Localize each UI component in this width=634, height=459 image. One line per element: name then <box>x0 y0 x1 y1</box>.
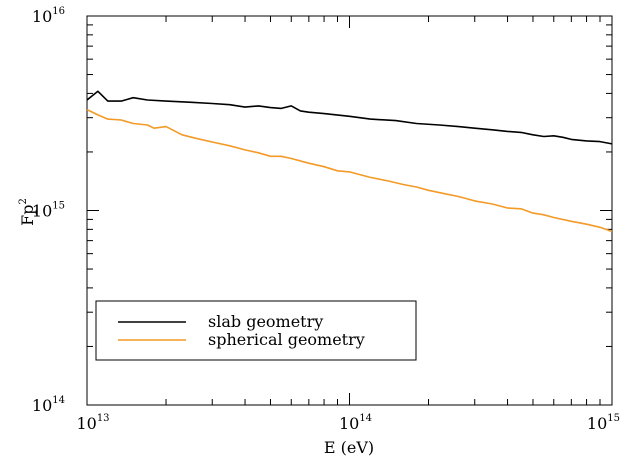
legend-box <box>95 300 417 361</box>
y-axis-title: Fp2 <box>18 198 37 226</box>
x-tick-label: 1015 <box>587 413 620 433</box>
minor-ticks <box>87 16 612 405</box>
legend-label-slab: slab geometry <box>208 312 323 331</box>
major-ticks <box>86 15 613 406</box>
y-tick-label: 1014 <box>32 395 65 415</box>
x-tick-labels: 1013 1014 1015 <box>76 413 620 433</box>
legend-label-spherical: spherical geometry <box>208 330 365 349</box>
series-line-spherical <box>86 108 613 233</box>
x-tick-label: 1013 <box>76 413 109 433</box>
y-axis-title-base: Fp <box>18 205 37 226</box>
y-tick-label: 1016 <box>32 6 65 26</box>
legend: slab geometry spherical geometry <box>95 300 417 361</box>
y-tick-labels: 1014 1015 1016 <box>32 6 65 415</box>
x-axis-title: E (eV) <box>324 438 374 457</box>
y-tick-label: 1015 <box>32 201 65 221</box>
series-layer <box>86 90 613 233</box>
series-line-slab <box>86 90 613 145</box>
y-axis-title-exp: 2 <box>18 198 29 204</box>
x-tick-label: 1014 <box>339 413 372 433</box>
plot-area <box>86 15 613 406</box>
